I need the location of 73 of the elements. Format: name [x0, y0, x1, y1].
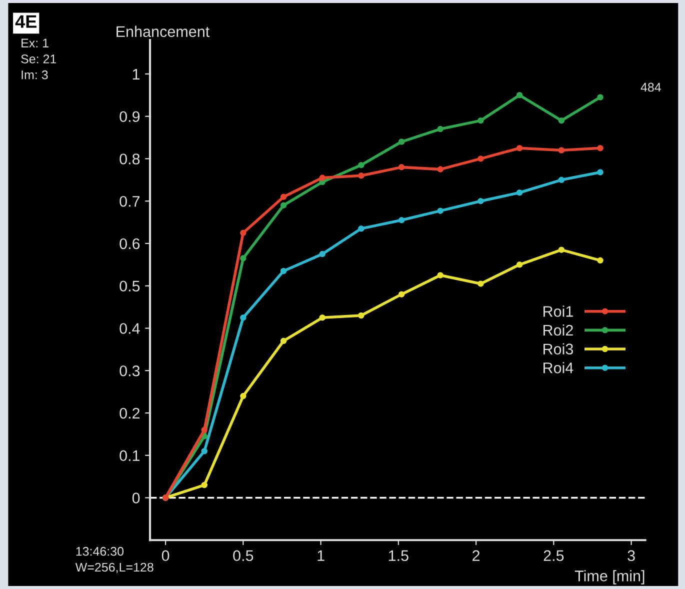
y-tick-label: 0.1 [120, 450, 140, 462]
x-tick-label: 0.5 [233, 550, 254, 562]
annotation: 484 [640, 82, 661, 92]
y-tick-label: 0.3 [120, 365, 140, 376]
point [280, 268, 287, 274]
point [558, 147, 565, 154]
x-tick-label: 1.5 [388, 550, 408, 562]
point [437, 166, 444, 172]
point [558, 246, 565, 253]
x-tick-label: 2.5 [544, 550, 564, 562]
y-axis-title: Enhancement [116, 26, 210, 38]
y-tick-label: 0.8 [120, 154, 140, 164]
text: Ex: 1 [22, 38, 48, 48]
point [358, 226, 364, 232]
point [398, 217, 405, 224]
point [558, 176, 565, 184]
point [516, 144, 523, 152]
point [516, 92, 523, 98]
point [398, 291, 405, 298]
y-tick-label: 0.6 [120, 238, 140, 250]
point [478, 156, 484, 162]
point [319, 314, 326, 321]
point [597, 94, 604, 100]
y-tick-label: 0.4 [120, 323, 140, 334]
point [478, 117, 484, 124]
point [478, 198, 484, 204]
point [240, 314, 246, 321]
point [478, 280, 484, 287]
point [319, 250, 326, 258]
point [558, 117, 565, 124]
point [516, 262, 523, 268]
text: 13:46:30 [76, 546, 124, 556]
point [597, 144, 604, 152]
y-tick-label: 0 [132, 492, 140, 504]
point [319, 174, 326, 181]
point [437, 126, 444, 132]
legend-label: Roi4 [544, 362, 574, 374]
point [437, 272, 444, 278]
y-tick-label: 0.9 [120, 111, 140, 122]
point [201, 426, 208, 434]
point [398, 138, 405, 145]
text: Im: 3 [22, 70, 48, 80]
x-tick-label: 1 [318, 550, 324, 561]
point [358, 162, 364, 168]
legend-label: Roi3 [544, 343, 574, 354]
y-tick-label: 0.2 [120, 408, 140, 419]
point [358, 312, 364, 319]
legend-label: Roi2 [544, 324, 573, 336]
point [597, 169, 604, 176]
point [516, 189, 523, 196]
point [597, 257, 604, 264]
point [280, 338, 287, 344]
x-axis-title: Time [min] [574, 570, 644, 584]
point [240, 255, 246, 262]
point [358, 172, 364, 179]
x-tick-label: 0 [162, 550, 170, 562]
text: Se: 21 [21, 54, 56, 64]
point [437, 208, 444, 214]
y-tick-label: 0.7 [120, 196, 140, 207]
point [201, 482, 208, 488]
point [240, 392, 246, 400]
y-tick-label: 0.5 [120, 280, 140, 292]
x-tick-label: 3 [628, 550, 635, 562]
legend-label: Roi1 [544, 306, 573, 317]
text: 4E [15, 15, 36, 28]
point [280, 194, 287, 200]
x-tick-label: 2 [472, 550, 480, 561]
point [201, 448, 208, 454]
y-tick-label: 1 [132, 68, 140, 80]
text: W=256,L=128 [75, 562, 154, 574]
point [240, 230, 246, 236]
point [280, 202, 287, 208]
point [398, 164, 405, 170]
